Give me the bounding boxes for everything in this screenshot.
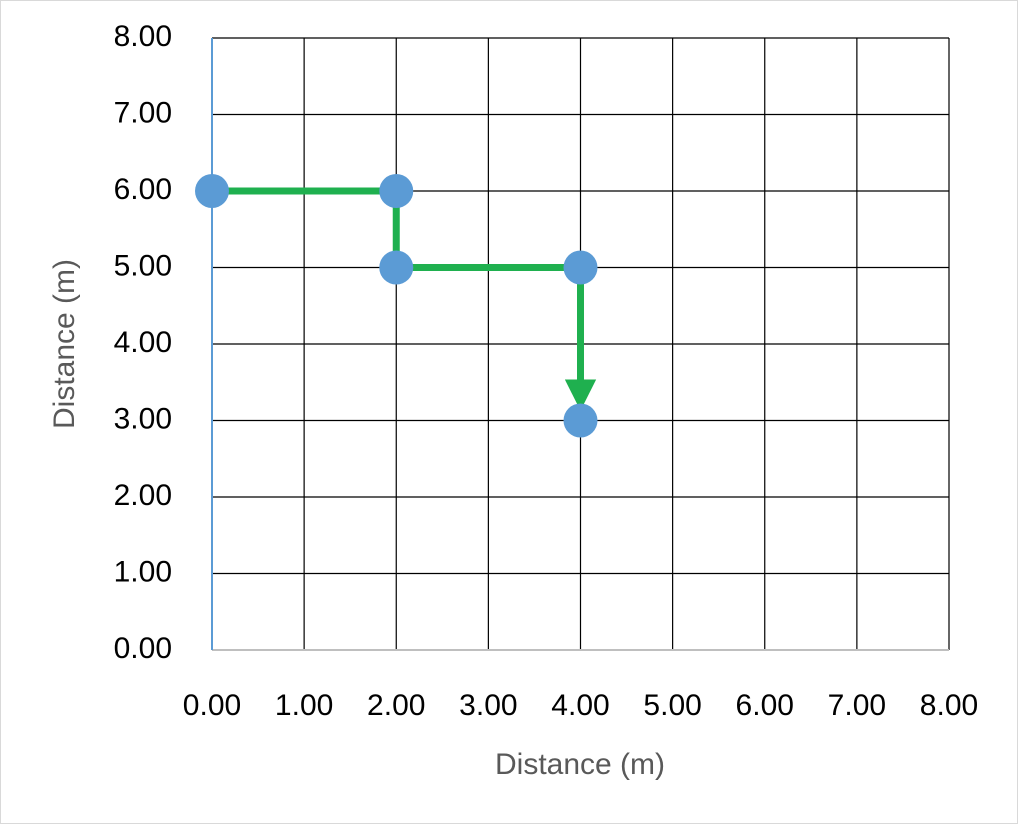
- x-tick-label: 3.00: [459, 689, 517, 722]
- y-axis-title: Distance (m): [48, 259, 81, 429]
- x-tick-label: 8.00: [920, 689, 978, 722]
- x-tick-label: 1.00: [275, 689, 333, 722]
- y-tick-label: 8.00: [114, 20, 172, 53]
- x-tick-label: 2.00: [367, 689, 425, 722]
- x-tick-label: 4.00: [551, 689, 609, 722]
- x-tick-label: 0.00: [183, 689, 241, 722]
- y-tick-label: 7.00: [114, 96, 172, 129]
- x-axis-title: Distance (m): [495, 748, 665, 781]
- y-tick-label: 5.00: [114, 249, 172, 282]
- y-tick-label: 6.00: [114, 173, 172, 206]
- point: [563, 403, 598, 438]
- point: [379, 250, 414, 285]
- y-tick-label: 3.00: [114, 402, 172, 435]
- point: [195, 174, 229, 208]
- y-tick-label: 1.00: [114, 555, 172, 588]
- y-tick-label: 2.00: [114, 479, 172, 512]
- x-tick-label: 7.00: [828, 689, 886, 722]
- point: [563, 250, 598, 285]
- point: [379, 174, 414, 208]
- y-tick-label: 4.00: [114, 326, 172, 359]
- x-tick-label: 6.00: [736, 689, 794, 722]
- x-tick-label: 5.00: [643, 689, 701, 722]
- y-tick-label: 0.00: [114, 632, 172, 665]
